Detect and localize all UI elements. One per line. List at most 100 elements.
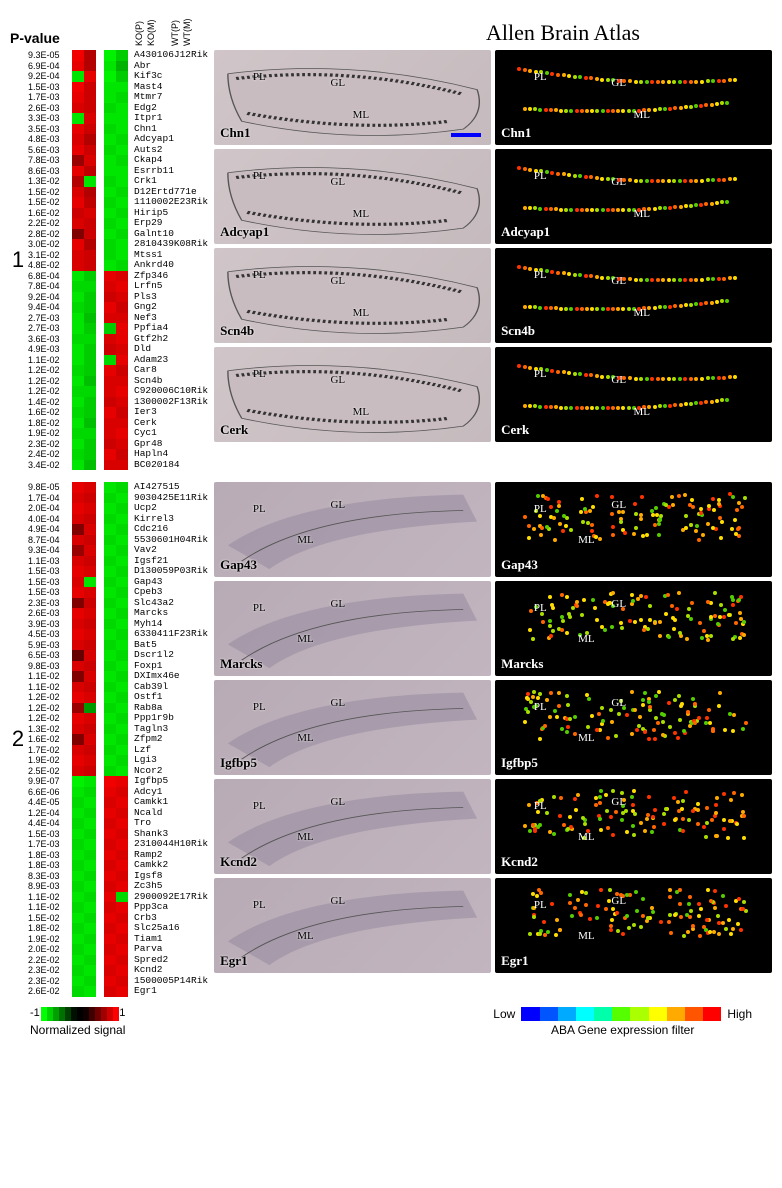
heatmap-row: 2.7E-03Ppfia4 xyxy=(26,323,208,334)
ish-image: Igfbp5PLGLML xyxy=(214,680,491,775)
heatmap-cell xyxy=(104,197,116,208)
gene-label: Ppfia4 xyxy=(128,323,168,334)
heatmap-cell xyxy=(116,608,128,619)
pvalue-cell: 1.5E-03 xyxy=(26,829,72,840)
heatmap-cell xyxy=(104,313,116,324)
heatmap-cell xyxy=(116,92,128,103)
heatmap-cell xyxy=(104,965,116,976)
pvalue-cell: 1.6E-02 xyxy=(26,734,72,745)
heatmap-cell xyxy=(72,292,84,303)
heatmap-cell xyxy=(116,344,128,355)
heatmap-row: 9.3E-04Vav2 xyxy=(26,545,208,556)
pvalue-cell: 8.7E-04 xyxy=(26,535,72,546)
heatmap-cell xyxy=(84,923,96,934)
heatmap-cell xyxy=(84,671,96,682)
atlas-gene-label: Kcnd2 xyxy=(220,854,257,870)
heatmap-cell xyxy=(104,103,116,114)
pvalue-cell: 1.2E-02 xyxy=(26,376,72,387)
signal-max: 1 xyxy=(119,1007,125,1021)
heatmap-cell xyxy=(116,239,128,250)
pvalue-cell: 1.5E-02 xyxy=(26,197,72,208)
heatmap-cell xyxy=(116,176,128,187)
heatmap-cell xyxy=(104,218,116,229)
heatmap-cell xyxy=(72,734,84,745)
heatmap-cell xyxy=(104,155,116,166)
heatmap-row: 1.6E-02Ier3 xyxy=(26,407,208,418)
heatmap-cell xyxy=(116,260,128,271)
heatmap-cell xyxy=(72,50,84,61)
expression-image: Scn4bPLGLML xyxy=(495,248,772,343)
heatmap-cell xyxy=(116,535,128,546)
heatmap-cell xyxy=(72,418,84,429)
annotation-gl: GL xyxy=(330,697,345,709)
heatmap-cell xyxy=(72,892,84,903)
heatmap-cell xyxy=(116,449,128,460)
pvalue-cell: 4.8E-03 xyxy=(26,134,72,145)
heatmap-cell xyxy=(116,776,128,787)
annotation-gl: GL xyxy=(611,499,626,511)
heatmap-cell xyxy=(116,386,128,397)
annotation-pl: PL xyxy=(253,269,266,281)
annotation-pl: PL xyxy=(534,269,547,281)
heatmap-cell xyxy=(84,934,96,945)
heatmap-cell xyxy=(84,482,96,493)
heatmap-cell xyxy=(116,934,128,945)
gene-label: Itpr1 xyxy=(128,113,163,124)
gene-label: Zfpm2 xyxy=(128,734,163,745)
heatmap-cell xyxy=(72,145,84,156)
heatmap-cell xyxy=(116,113,128,124)
heatmap-cell xyxy=(84,449,96,460)
heatmap-cell xyxy=(72,397,84,408)
col-header-ko-m: KO(M) xyxy=(146,10,158,46)
gene-label: Ier3 xyxy=(128,407,157,418)
heatmap-cell xyxy=(84,986,96,997)
heatmap-cell xyxy=(116,923,128,934)
heatmap-cell xyxy=(104,271,116,282)
pvalue-cell: 1.2E-02 xyxy=(26,386,72,397)
heatmap-row: 6.8E-04Zfp346 xyxy=(26,271,208,282)
heatmap-cell xyxy=(72,281,84,292)
heatmap-cell xyxy=(104,745,116,756)
heatmap-row: 1.2E-02Ppp1r9b xyxy=(26,713,208,724)
heatmap-cell xyxy=(104,514,116,525)
heatmap-cell xyxy=(104,608,116,619)
heatmap-cell xyxy=(72,902,84,913)
heatmap-row: 1.6E-02Hirip5 xyxy=(26,208,208,219)
heatmap-cell xyxy=(84,587,96,598)
pvalue-cell: 4.5E-03 xyxy=(26,629,72,640)
expression-image: Egr1PLGLML xyxy=(495,878,772,973)
annotation-pl: PL xyxy=(534,701,547,713)
heatmap-row: 2.6E-02Egr1 xyxy=(26,986,208,997)
pvalue-cell: 1.9E-02 xyxy=(26,934,72,945)
heatmap-cell xyxy=(116,724,128,735)
heatmap-cell xyxy=(104,134,116,145)
pvalue-cell: 4.0E-04 xyxy=(26,514,72,525)
heatmap-row: 2.2E-02Spred2 xyxy=(26,955,208,966)
gene-label: 1110002E23Rik xyxy=(128,197,208,208)
heatmap-cell xyxy=(104,934,116,945)
annotation-pl: PL xyxy=(534,170,547,182)
heatmap-cell xyxy=(104,71,116,82)
heatmap-cell xyxy=(72,850,84,861)
heatmap-cell xyxy=(84,239,96,250)
heatmap-cell xyxy=(84,124,96,135)
heatmap-cell xyxy=(72,682,84,693)
pvalue-cell: 2.3E-03 xyxy=(26,598,72,609)
heatmap-row: 7.8E-03Ckap4 xyxy=(26,155,208,166)
heatmap-row: 2.0E-02Parva xyxy=(26,944,208,955)
heatmap-cell xyxy=(116,577,128,588)
heatmap-cell xyxy=(84,598,96,609)
pvalue-cell: 3.5E-03 xyxy=(26,124,72,135)
heatmap-cell xyxy=(116,355,128,366)
atlas-gene-label: Marcks xyxy=(501,656,543,672)
heatmap-cell xyxy=(84,134,96,145)
heatmap-cell xyxy=(72,818,84,829)
heatmap-cell xyxy=(72,482,84,493)
heatmap-cell xyxy=(104,124,116,135)
heatmap-cell xyxy=(84,260,96,271)
heatmap-cell xyxy=(84,776,96,787)
heatmap-cell xyxy=(116,365,128,376)
heatmap-cell xyxy=(116,671,128,682)
gene-label: Tro xyxy=(128,818,151,829)
heatmap-row: 1.6E-02 Zfpm2 xyxy=(26,734,208,745)
